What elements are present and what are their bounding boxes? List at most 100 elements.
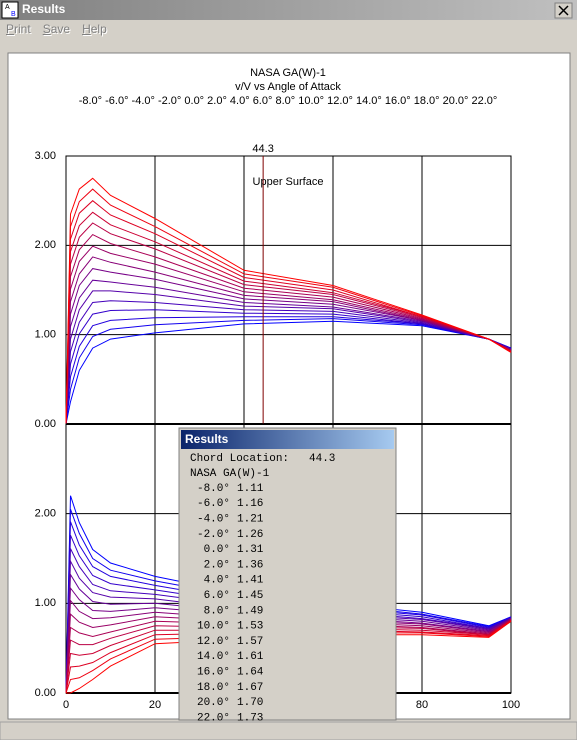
app-icon-glyph: A — [5, 4, 10, 11]
row-angle: 22.0° — [197, 712, 230, 724]
row-angle: 12.0° — [197, 636, 230, 648]
row-angle: 0.0° — [204, 544, 230, 556]
row-angle: 10.0° — [197, 621, 230, 633]
y-tick-label: 3.00 — [35, 150, 56, 162]
series-line — [65, 521, 512, 694]
chord-label: Chord Location: — [190, 453, 289, 465]
results-popup: Results Chord Location: 44.3 NASA GA(W)-… — [178, 427, 397, 724]
row-value: 1.53 — [237, 621, 263, 633]
row-angle: 4.0° — [204, 575, 230, 587]
angle-entry: 10.0° — [298, 95, 324, 107]
close-icon — [558, 5, 569, 16]
series-line — [65, 495, 512, 694]
y-tick-label: 0.00 — [35, 687, 56, 699]
angle-entry: 8.0° — [275, 95, 295, 107]
chart-subtitle: v/V vs Angle of Attack — [235, 81, 341, 93]
cursor-label: 44.3 — [252, 143, 273, 155]
series-line — [65, 222, 512, 425]
annotation: Upper Surface — [253, 176, 324, 188]
series-line — [65, 620, 512, 694]
series-line — [65, 200, 512, 425]
series-line — [65, 290, 512, 425]
series-line — [65, 619, 512, 694]
y-tick-label: 1.00 — [35, 597, 56, 609]
x-tick-label: 0 — [63, 699, 69, 711]
row-angle: -8.0° — [197, 483, 230, 495]
x-tick-label: 80 — [416, 699, 428, 711]
row-angle: -4.0° — [197, 514, 230, 526]
angle-entry: 18.0° — [414, 95, 440, 107]
series-line — [65, 572, 512, 694]
row-angle: -2.0° — [197, 529, 230, 541]
row-value: 1.26 — [237, 529, 263, 541]
series-line — [65, 320, 512, 425]
series-line — [65, 586, 512, 694]
row-angle: 2.0° — [204, 559, 230, 571]
series-line — [65, 559, 512, 694]
airfoil-name: NASA GA(W)-1 — [190, 468, 270, 480]
angle-entry: 22.0° — [471, 95, 497, 107]
row-angle: 16.0° — [197, 667, 230, 679]
series-line — [65, 619, 512, 694]
series-line — [65, 613, 512, 694]
angle-entry: 12.0° — [327, 95, 353, 107]
series-line — [65, 233, 512, 425]
x-tick-label: 100 — [502, 699, 520, 711]
angle-entry: 4.0° — [230, 95, 250, 107]
angle-entry: 2.0° — [207, 95, 227, 107]
series-line — [65, 318, 512, 425]
series-line — [65, 599, 512, 694]
row-value: 1.64 — [237, 667, 264, 679]
series-line — [65, 309, 512, 425]
series-line — [65, 279, 512, 425]
row-value: 1.41 — [237, 575, 264, 587]
row-angle: 8.0° — [204, 605, 230, 617]
series-line — [65, 177, 512, 425]
row-value: 1.67 — [237, 682, 263, 694]
menu-item[interactable]: Print — [6, 22, 31, 36]
row-value: 1.16 — [237, 498, 263, 510]
popup-frame — [178, 427, 397, 721]
series-line — [65, 509, 512, 694]
row-value: 1.45 — [237, 590, 263, 602]
row-angle: -6.0° — [197, 498, 230, 510]
series-line — [65, 619, 512, 694]
row-value: 1.31 — [237, 544, 264, 556]
series-line — [65, 300, 512, 425]
app-icon-glyph: B — [11, 11, 16, 18]
series-line — [65, 188, 512, 425]
row-value: 1.61 — [237, 651, 264, 663]
status-bar — [0, 721, 577, 740]
angle-entry: 20.0° — [443, 95, 469, 107]
series-line — [65, 548, 512, 694]
row-angle: 6.0° — [204, 590, 230, 602]
chord-value: 44.3 — [309, 453, 335, 465]
title-bar — [0, 0, 577, 20]
menu-item[interactable]: Save — [42, 22, 71, 36]
y-tick-label: 1.00 — [35, 329, 56, 341]
popup-title: Results — [185, 432, 229, 446]
series-line — [66, 620, 512, 694]
angle-entry: 6.0° — [253, 95, 273, 107]
row-value: 1.70 — [237, 697, 263, 709]
popup-title-bar — [181, 430, 394, 449]
y-tick-label: 2.00 — [35, 508, 56, 520]
window-title: Results — [22, 2, 66, 16]
x-tick-label: 20 — [149, 699, 161, 711]
angle-entry: 0.0° — [184, 95, 204, 107]
row-angle: 18.0° — [197, 682, 230, 694]
menu-bar: Print Save Help — [0, 20, 113, 38]
row-value: 1.57 — [237, 636, 263, 648]
y-tick-label: 0.00 — [35, 418, 56, 430]
menu-item[interactable]: Help — [82, 22, 107, 36]
row-value: 1.36 — [237, 559, 263, 571]
series-line — [65, 535, 512, 694]
angle-entry: -8.0° — [79, 95, 102, 107]
angle-entry: 14.0° — [356, 95, 382, 107]
angle-entry: -6.0° — [105, 95, 128, 107]
series-line — [65, 245, 512, 425]
series-line — [65, 619, 512, 694]
